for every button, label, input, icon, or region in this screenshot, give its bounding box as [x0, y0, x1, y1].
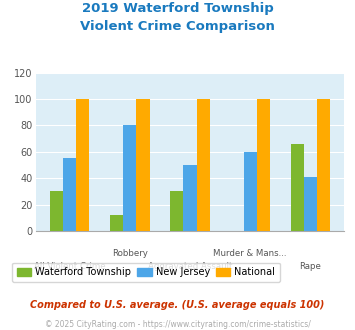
Bar: [257, 99, 270, 231]
Text: Aggravated Assault: Aggravated Assault: [148, 262, 232, 271]
Text: Rape: Rape: [300, 262, 321, 271]
Text: Robbery: Robbery: [112, 249, 148, 258]
Bar: [76, 99, 89, 231]
Text: All Violent Crime: All Violent Crime: [34, 262, 105, 271]
Bar: [317, 99, 330, 231]
Bar: [170, 191, 183, 231]
Bar: [197, 99, 210, 231]
Bar: [50, 191, 63, 231]
Bar: [110, 215, 123, 231]
Bar: [290, 144, 304, 231]
Text: Violent Crime Comparison: Violent Crime Comparison: [80, 20, 275, 33]
Bar: [304, 177, 317, 231]
Bar: [136, 99, 149, 231]
Bar: [123, 125, 136, 231]
Text: 2019 Waterford Township: 2019 Waterford Township: [82, 2, 273, 15]
Bar: [63, 158, 76, 231]
Text: Murder & Mans...: Murder & Mans...: [213, 249, 287, 258]
Text: Compared to U.S. average. (U.S. average equals 100): Compared to U.S. average. (U.S. average …: [30, 300, 325, 310]
Bar: [183, 165, 197, 231]
Bar: [244, 152, 257, 231]
Legend: Waterford Township, New Jersey, National: Waterford Township, New Jersey, National: [12, 263, 280, 282]
Text: © 2025 CityRating.com - https://www.cityrating.com/crime-statistics/: © 2025 CityRating.com - https://www.city…: [45, 320, 310, 329]
